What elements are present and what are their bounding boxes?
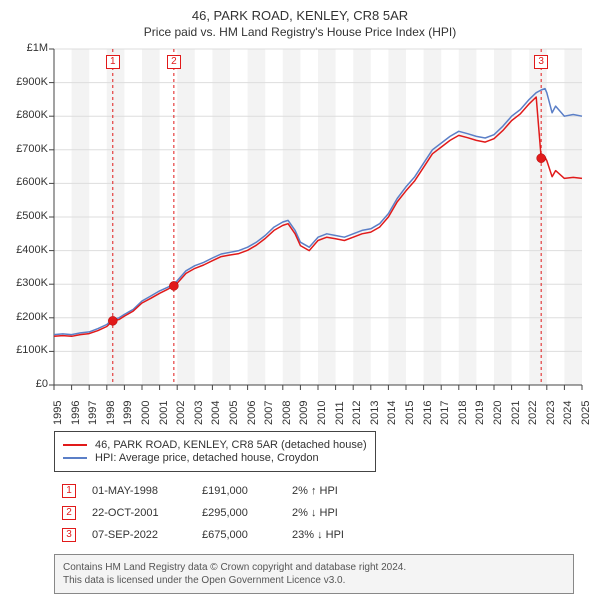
transaction-delta: 2% ↑ HPI — [284, 480, 352, 502]
y-tick-label: £0 — [8, 378, 48, 390]
x-tick-label: 2001 — [158, 401, 170, 425]
legend-swatch — [63, 444, 87, 446]
y-tick-label: £800K — [8, 109, 48, 121]
y-tick-label: £300K — [8, 277, 48, 289]
legend-item: 46, PARK ROAD, KENLEY, CR8 5AR (detached… — [63, 439, 367, 451]
x-tick-label: 2018 — [457, 401, 469, 425]
transaction-row: 2 22-OCT-2001£295,0002% ↓ HPI — [54, 502, 352, 524]
x-tick-label: 2009 — [298, 401, 310, 425]
chart-container: 46, PARK ROAD, KENLEY, CR8 5AR Price pai… — [8, 8, 592, 594]
y-tick-label: £600K — [8, 176, 48, 188]
y-tick-label: £500K — [8, 210, 48, 222]
x-tick-label: 2021 — [510, 401, 522, 425]
x-tick-label: 2025 — [580, 401, 592, 425]
transaction-badge: 2 — [62, 506, 76, 520]
sale-marker-badge-1: 1 — [106, 55, 120, 69]
x-tick-label: 1995 — [52, 401, 64, 425]
x-tick-label: 2011 — [334, 401, 346, 425]
transaction-price: £295,000 — [194, 502, 284, 524]
sale-marker-badge-3: 3 — [534, 55, 548, 69]
x-tick-label: 2015 — [404, 401, 416, 425]
x-tick-label: 1999 — [122, 401, 134, 425]
y-tick-label: £400K — [8, 244, 48, 256]
legend-box: 46, PARK ROAD, KENLEY, CR8 5AR (detached… — [54, 431, 376, 472]
transaction-row: 1 01-MAY-1998£191,0002% ↑ HPI — [54, 480, 352, 502]
x-tick-label: 2005 — [228, 401, 240, 425]
y-tick-label: £1M — [8, 42, 48, 54]
x-tick-label: 2003 — [193, 401, 205, 425]
transaction-badge: 1 — [62, 484, 76, 498]
y-tick-label: £200K — [8, 311, 48, 323]
x-tick-label: 2002 — [175, 401, 187, 425]
footer-line-1: Contains HM Land Registry data © Crown c… — [63, 561, 565, 574]
y-tick-label: £700K — [8, 143, 48, 155]
x-tick-label: 2014 — [386, 401, 398, 425]
x-tick-label: 2004 — [210, 401, 222, 425]
x-tick-label: 2024 — [562, 401, 574, 425]
x-tick-label: 2000 — [140, 401, 152, 425]
titles: 46, PARK ROAD, KENLEY, CR8 5AR Price pai… — [8, 8, 592, 39]
sale-marker-dot-3 — [537, 154, 546, 163]
chart-svg — [8, 45, 592, 425]
transaction-date: 01-MAY-1998 — [84, 480, 194, 502]
x-tick-label: 2010 — [316, 401, 328, 425]
footer-line-2: This data is licensed under the Open Gov… — [63, 574, 565, 587]
x-tick-label: 2013 — [369, 401, 381, 425]
legend-label: 46, PARK ROAD, KENLEY, CR8 5AR (detached… — [95, 439, 367, 451]
title-sub: Price paid vs. HM Land Registry's House … — [8, 25, 592, 39]
x-tick-label: 2006 — [246, 401, 258, 425]
x-tick-label: 2020 — [492, 401, 504, 425]
x-tick-label: 1998 — [105, 401, 117, 425]
x-tick-label: 1996 — [70, 401, 82, 425]
legend-label: HPI: Average price, detached house, Croy… — [95, 452, 319, 464]
transaction-row: 3 07-SEP-2022£675,00023% ↓ HPI — [54, 524, 352, 546]
attribution-footer: Contains HM Land Registry data © Crown c… — [54, 554, 574, 594]
sale-marker-dot-2 — [169, 281, 178, 290]
y-tick-label: £100K — [8, 344, 48, 356]
transaction-badge: 3 — [62, 528, 76, 542]
x-tick-label: 2023 — [545, 401, 557, 425]
x-tick-label: 1997 — [87, 401, 99, 425]
x-tick-label: 2022 — [527, 401, 539, 425]
legend-item: HPI: Average price, detached house, Croy… — [63, 452, 367, 464]
x-tick-label: 2012 — [351, 401, 363, 425]
transaction-delta: 23% ↓ HPI — [284, 524, 352, 546]
x-tick-label: 2019 — [474, 401, 486, 425]
transactions-table: 1 01-MAY-1998£191,0002% ↑ HPI 2 22-OCT-2001… — [54, 480, 592, 546]
y-tick-label: £900K — [8, 76, 48, 88]
transaction-delta: 2% ↓ HPI — [284, 502, 352, 524]
title-main: 46, PARK ROAD, KENLEY, CR8 5AR — [8, 8, 592, 23]
x-tick-label: 2016 — [422, 401, 434, 425]
x-tick-label: 2007 — [263, 401, 275, 425]
transaction-price: £191,000 — [194, 480, 284, 502]
chart-plot-area: £0 £100K £200K £300K £400K £500K £600K £700K £80… — [8, 45, 592, 425]
transaction-date: 22-OCT-2001 — [84, 502, 194, 524]
transaction-date: 07-SEP-2022 — [84, 524, 194, 546]
x-tick-label: 2017 — [439, 401, 451, 425]
sale-marker-dot-1 — [108, 316, 117, 325]
legend-swatch — [63, 457, 87, 459]
sale-marker-badge-2: 2 — [167, 55, 181, 69]
x-tick-label: 2008 — [281, 401, 293, 425]
transaction-price: £675,000 — [194, 524, 284, 546]
